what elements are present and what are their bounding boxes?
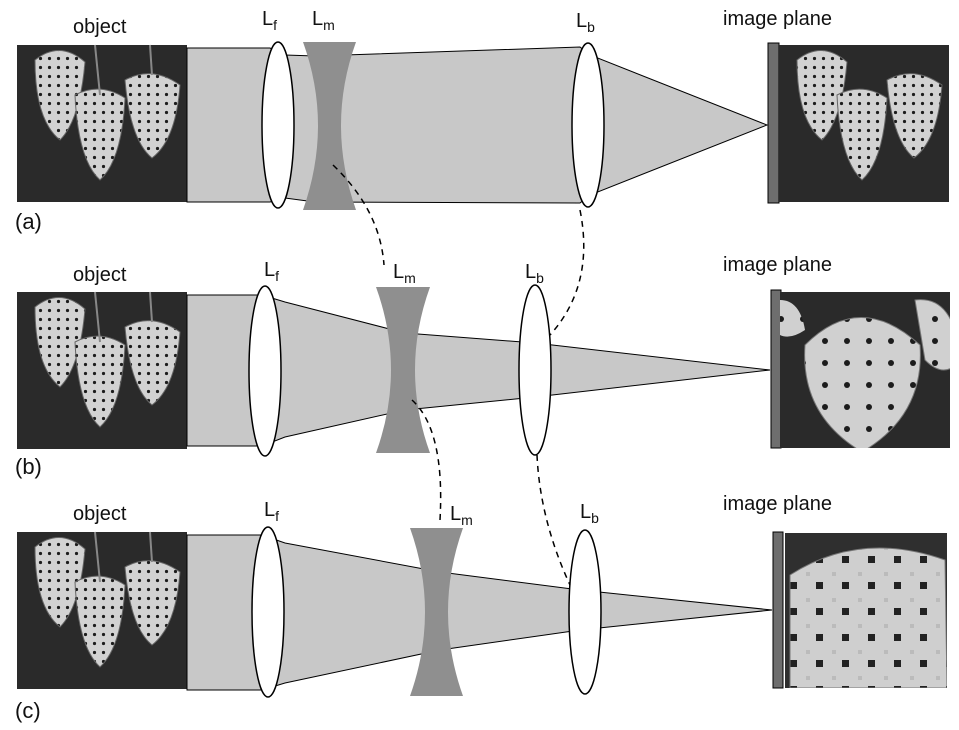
lens-label-lb: Lb: [525, 261, 544, 286]
object-photo: [17, 44, 187, 202]
image-plane-label: image plane: [723, 493, 832, 515]
lens-label-lf: Lf: [264, 259, 279, 284]
row-c: object image plane (c) Lf Lm Lb: [15, 493, 947, 723]
panel-label: (c): [15, 698, 41, 723]
image-plane-label: image plane: [723, 254, 832, 276]
concave-lens-lm: [376, 287, 430, 453]
image-sensor: [770, 289, 782, 449]
lens-label-lm: Lm: [312, 8, 335, 33]
connector-lb-a-b: [549, 209, 585, 336]
object-photo: [17, 291, 187, 449]
convex-lens-lb: [568, 529, 602, 695]
image-plane-label: image plane: [723, 8, 832, 30]
connector-lm-a-b: [332, 164, 385, 266]
row-a: object image plane (a) Lf Lm Lb: [15, 8, 949, 234]
convex-lens-lf: [251, 526, 285, 698]
image-sensor: [767, 42, 780, 204]
image-photo: [785, 533, 947, 688]
lens-label-lm: Lm: [393, 261, 416, 286]
lens-label-lb: Lb: [580, 501, 599, 526]
image-sensor: [772, 531, 784, 689]
concave-lens-lm: [303, 42, 356, 210]
lens-label-lf: Lf: [264, 499, 279, 524]
connector-lb-b-c: [536, 454, 571, 586]
convex-lens-lf: [261, 41, 295, 209]
lens-label-lm: Lm: [450, 503, 473, 528]
lens-label-lb: Lb: [576, 10, 595, 35]
lens-movement-connectors: [332, 164, 585, 586]
image-photo: [780, 292, 950, 448]
convex-lens-lf: [248, 285, 282, 457]
lens-label-lf: Lf: [262, 8, 277, 33]
light-beam: [186, 534, 773, 691]
object-label: object: [73, 264, 127, 286]
convex-lens-lb: [571, 42, 605, 208]
image-photo: [779, 45, 949, 202]
object-photo: [17, 531, 187, 689]
concave-lens-lm: [410, 528, 463, 696]
object-label: object: [73, 503, 127, 525]
light-beam: [186, 294, 771, 447]
object-label: object: [73, 16, 127, 38]
panel-label: (a): [15, 209, 42, 234]
row-b: object image plane (b) Lf Lm Lb: [15, 254, 950, 479]
convex-lens-lb: [518, 284, 552, 456]
panel-label: (b): [15, 454, 42, 479]
